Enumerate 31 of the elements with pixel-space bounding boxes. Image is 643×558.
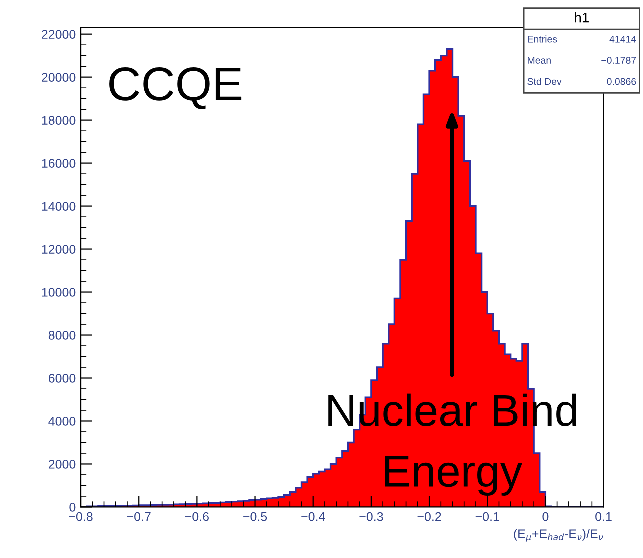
annotation: Mean xyxy=(528,57,551,64)
x-tick-label: −0.8 xyxy=(69,512,93,522)
y-tick-label: 14000 xyxy=(42,202,76,211)
x-axis-title: (E$_{μ}$+E$_{had}$-E$_{ν}$)/E$_{ν}$ xyxy=(514,529,604,542)
x-tick-label: −0.3 xyxy=(360,512,384,522)
x-tick-label: 0.1 xyxy=(596,512,612,522)
y-tick-label: 0 xyxy=(70,503,76,512)
x-tick-label: −0.5 xyxy=(244,512,268,522)
x-tick-label: 0 xyxy=(542,512,549,522)
y-tick-label: 8000 xyxy=(48,331,76,340)
y-tick-label: 6000 xyxy=(48,374,76,383)
y-tick-label: 12000 xyxy=(42,245,76,254)
x-tick-label: −0.1 xyxy=(476,512,500,522)
y-tick-label: 18000 xyxy=(42,116,76,125)
x-tick-label: −0.6 xyxy=(185,512,209,522)
text: 41414 xyxy=(610,36,636,43)
y-tick-label: 20000 xyxy=(42,73,76,82)
y-tick-label: 2000 xyxy=(48,460,76,469)
x-tick-label: −0.2 xyxy=(418,512,442,522)
x-tick-label: −0.4 xyxy=(302,512,326,522)
text: h1 xyxy=(575,12,589,23)
text: 0.0866 xyxy=(607,78,636,86)
y-tick-label: 16000 xyxy=(42,159,76,168)
y-tick-label: 4000 xyxy=(48,417,76,426)
y-tick-label: 22000 xyxy=(42,30,76,39)
x-tick-label: −0.7 xyxy=(127,512,151,522)
y-tick-label: 10000 xyxy=(42,288,76,297)
annotation: −0.1787 xyxy=(602,57,636,64)
annotation: Std Dev xyxy=(528,78,562,86)
annotation: CCQE xyxy=(110,67,242,110)
annotation: Entries xyxy=(528,36,558,43)
